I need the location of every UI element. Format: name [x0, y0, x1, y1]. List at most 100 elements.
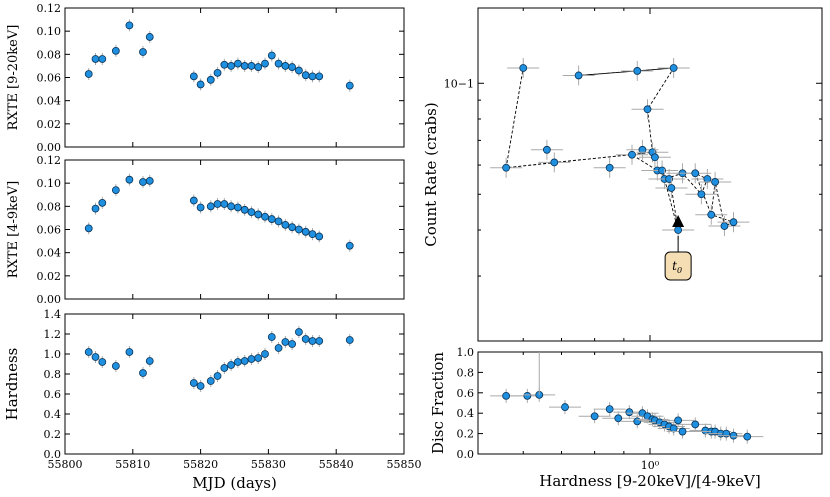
- data-point: [542, 145, 551, 154]
- data-point: [139, 178, 147, 186]
- y-tick-label: 0.08: [37, 48, 62, 61]
- data-point: [145, 176, 154, 185]
- data-point: [189, 379, 198, 387]
- data-point: [614, 414, 623, 423]
- x-tick-label: 55830: [251, 458, 286, 471]
- data-point: [281, 338, 290, 346]
- data-point: [206, 377, 215, 385]
- data-point: [669, 64, 678, 72]
- data-point: [561, 403, 569, 411]
- data-point: [288, 63, 297, 71]
- data-point: [691, 169, 700, 178]
- y-tick-label: 0.8: [44, 368, 62, 381]
- y-tick-label: 0.0: [44, 448, 62, 461]
- data-point: [213, 200, 222, 208]
- data-point: [233, 203, 242, 212]
- data-point: [729, 431, 738, 440]
- y-tick-label: 0.02: [37, 118, 62, 131]
- y-tick-label: 0.10: [37, 25, 62, 38]
- data-point: [707, 210, 716, 219]
- y-axis-label: RXTE [9-20keV]: [6, 25, 21, 131]
- trajectory-line: [505, 67, 735, 231]
- y-axis-label: Count Rate (crabs): [422, 102, 440, 246]
- plot-frame: [477, 351, 823, 455]
- data-point: [550, 158, 559, 167]
- y-tick-label: 10−1: [444, 77, 474, 90]
- y-tick-label: 0.2: [457, 428, 475, 441]
- y-tick-label: 0.12: [37, 154, 62, 167]
- data-point: [674, 416, 683, 425]
- panel-rxte-4-9kev: 0.00 0.02 0.04 0.06 0.08 0.10 0.12 RXTE [4-9keV…: [6, 154, 405, 306]
- data-point: [288, 223, 297, 232]
- data-point: [227, 361, 236, 369]
- data-point: [261, 212, 269, 221]
- data-point: [743, 432, 752, 441]
- data-point: [196, 382, 205, 390]
- data-point: [196, 203, 205, 212]
- x-axis-label: MJD (days): [192, 474, 277, 492]
- data-point: [281, 62, 290, 70]
- data-point: [111, 46, 120, 55]
- x-tick-label: 55810: [115, 458, 150, 471]
- y-tick-label: 0.0: [457, 448, 475, 461]
- data-point: [111, 362, 120, 370]
- t0-arrowhead: [672, 215, 685, 227]
- data-point: [274, 59, 283, 68]
- data-point: [651, 153, 659, 162]
- data-point: [667, 184, 676, 192]
- plot-frame: [64, 313, 405, 455]
- data-point: [574, 71, 583, 80]
- data-point: [502, 391, 511, 400]
- data-point: [295, 225, 303, 234]
- y-tick-label: 0.4: [457, 407, 475, 420]
- data-point: [145, 357, 154, 365]
- data-point: [213, 372, 222, 380]
- data-point: [267, 333, 276, 341]
- data-point: [233, 358, 242, 366]
- data-point: [125, 175, 134, 184]
- x-tick-label: 55850: [387, 458, 422, 471]
- x-tick-label: 55800: [48, 458, 83, 471]
- data-point: [697, 190, 706, 199]
- y-tick-label: 0.10: [37, 177, 62, 190]
- data-point: [633, 67, 642, 75]
- data-point: [111, 186, 120, 195]
- data-point: [247, 62, 256, 70]
- data-point: [220, 60, 229, 69]
- data-point: [720, 222, 729, 230]
- data-point: [519, 64, 528, 72]
- data-point: [213, 68, 222, 77]
- data-point: [125, 21, 134, 30]
- data-point: [665, 175, 673, 183]
- data-point: [220, 200, 229, 208]
- data-point: [189, 196, 198, 205]
- data-point: [196, 80, 205, 89]
- data-point: [502, 163, 511, 172]
- data-point: [625, 408, 634, 417]
- y-tick-label: 0.2: [44, 428, 62, 441]
- data-point: [301, 227, 310, 236]
- y-axis-label: Hardness: [3, 348, 21, 421]
- data-point: [84, 70, 93, 78]
- data-point: [145, 33, 154, 41]
- y-tick-label: 1.4: [44, 308, 62, 321]
- data-point: [605, 405, 614, 414]
- data-point: [254, 210, 263, 219]
- data-point: [98, 55, 107, 63]
- data-point: [729, 218, 738, 227]
- y-axis-label: RXTE [4-9keV]: [6, 181, 21, 278]
- data-point: [315, 337, 324, 345]
- data-point: [261, 350, 269, 358]
- data-point: [98, 358, 107, 366]
- data-point: [605, 163, 614, 172]
- data-point: [703, 175, 712, 183]
- data-point: [281, 220, 290, 229]
- t0-subscript: 0: [677, 266, 682, 275]
- data-point: [240, 62, 249, 70]
- data-point: [301, 71, 310, 80]
- y-tick-label: 1.0: [457, 346, 475, 359]
- data-point: [288, 340, 297, 348]
- data-point: [267, 51, 276, 60]
- data-point: [674, 226, 683, 234]
- panel-hardness-vs-time: 0.0 0.2 0.4 0.6 0.8 1.0 1.2 1.4 55800 55810 55820 5…: [3, 308, 422, 492]
